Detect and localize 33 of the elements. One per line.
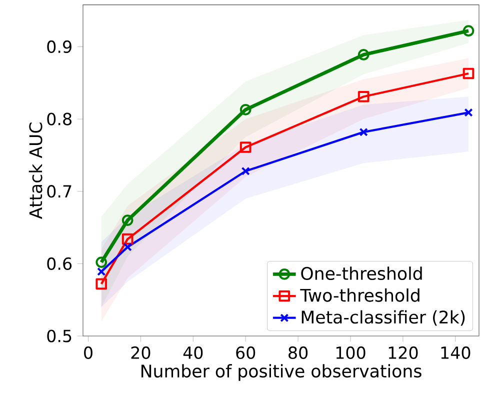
point: [122, 214, 134, 226]
legend-label: Meta-classifier (2k): [302, 310, 465, 326]
x-tick-label: 100: [336, 346, 366, 360]
x-axis-title: Number of positive observations: [142, 364, 422, 381]
x-tick-label: 80: [288, 346, 308, 360]
point: [359, 128, 368, 136]
x-tick-label: 40: [183, 346, 203, 360]
point: [241, 166, 250, 176]
x-tick-label: 20: [131, 346, 150, 360]
point: [96, 278, 108, 290]
point: [122, 233, 134, 245]
point: [462, 25, 474, 36]
point: [358, 90, 370, 102]
point: [240, 142, 252, 153]
y-tick-label: 0.6: [47, 257, 72, 270]
point: [464, 108, 473, 117]
point: [97, 267, 106, 276]
legend-label: Two-threshold: [300, 288, 420, 302]
legend-label: One-threshold: [301, 266, 422, 280]
point: [96, 256, 108, 268]
y-tick-label: 0.7: [47, 185, 72, 198]
y-tick-label: 0.8: [47, 112, 72, 126]
point: [240, 104, 252, 116]
x-tick-label: 140: [441, 346, 470, 360]
y-axis-title: Attack AUC: [28, 122, 42, 220]
x-tick-label: 60: [236, 346, 256, 360]
point: [358, 49, 370, 60]
point: [123, 242, 132, 252]
x-tick-label: 120: [388, 346, 418, 360]
point: [462, 68, 474, 80]
y-tick-label: 0.9: [47, 40, 72, 54]
x-tick-label: 0: [84, 346, 92, 360]
y-tick-label: 0.5: [47, 330, 72, 342]
